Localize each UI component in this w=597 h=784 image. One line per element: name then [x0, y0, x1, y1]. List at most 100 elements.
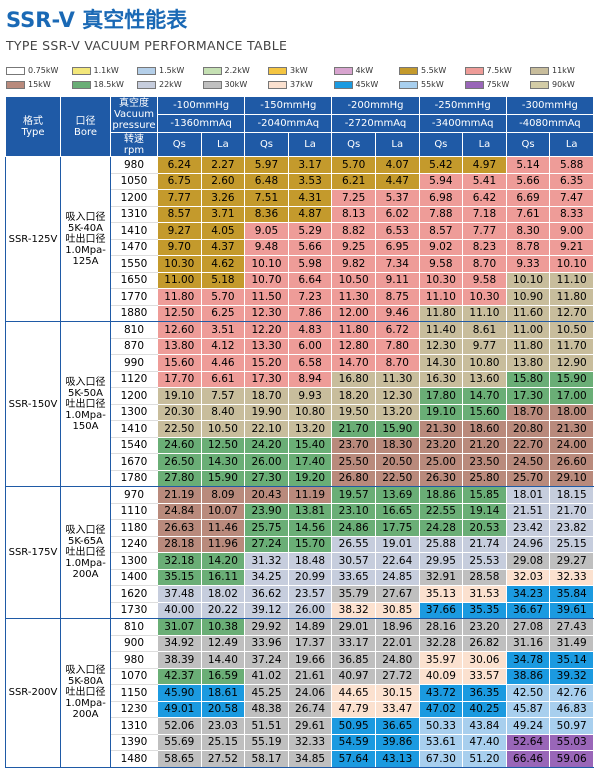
la-value: 31.53: [462, 585, 507, 603]
legend-item: 2.2kW: [202, 66, 250, 75]
rpm: 1310: [110, 205, 158, 223]
qs-value: 11.30: [331, 288, 376, 306]
qs-value: 24.96: [505, 535, 551, 553]
qs-value: 31.07: [157, 618, 202, 636]
rpm: 1540: [110, 436, 158, 454]
qs-value: 11.60: [505, 304, 551, 322]
la-value: 17.00: [549, 387, 594, 405]
la-value: 18.61: [200, 684, 246, 702]
la-value: 8.61: [462, 321, 507, 339]
table-body: SSR-125V 吸入口径 5K-40A 吐出口径 1.0Mpa- 125A 980 6.24…: [5, 156, 594, 768]
qs-value: 11.80: [505, 337, 551, 355]
la-value: 5.18: [200, 271, 246, 289]
la-value: 17.75: [374, 519, 420, 537]
la-value: 8.94: [287, 370, 333, 388]
la-header: La: [374, 132, 420, 157]
la-value: 9.77: [462, 337, 507, 355]
qs-value: 19.10: [157, 387, 202, 405]
qs-value: 19.50: [331, 403, 376, 421]
la-value: 36.35: [462, 684, 507, 702]
qs-value: 20.30: [157, 403, 202, 421]
la-value: 5.66: [287, 238, 333, 256]
la-value: 6.95: [374, 238, 420, 256]
mmhg-header: -150mmHg: [244, 96, 333, 115]
la-value: 7.57: [200, 387, 246, 405]
table-row: 1620 37.48 18.02 36.62 23.57 35.79 27.67 35.13 3…: [6, 585, 594, 603]
qs-value: 26.55: [331, 535, 376, 553]
legend-swatch: [202, 80, 222, 89]
qs-value: 9.05: [244, 222, 289, 240]
table-row: 1480 58.65 27.52 58.17 34.85 57.64 43.13 67.30 5…: [6, 750, 594, 768]
la-value: 11.46: [200, 519, 246, 537]
qs-value: 37.48: [157, 585, 202, 603]
table-row: 1310 52.06 23.03 51.51 29.61 50.95 36.65 50.33 4…: [6, 717, 594, 735]
qs-value: 27.24: [244, 535, 289, 553]
qs-value: 26.50: [157, 453, 202, 471]
bore: 吸入口径 5K-40A 吐出口径 1.0Mpa- 125A: [60, 156, 111, 322]
la-value: 18.30: [374, 436, 420, 454]
la-value: 40.25: [462, 700, 507, 718]
bore-cn: 口径: [75, 115, 96, 127]
qs-value: 40.97: [331, 667, 376, 685]
qs-value: 6.98: [418, 189, 464, 207]
legend-label: 55kW: [421, 80, 444, 89]
rpm: 1200: [110, 189, 158, 207]
rpm: 1200: [110, 387, 158, 405]
la-value: 21.30: [549, 420, 594, 438]
rpm: 810: [110, 618, 158, 636]
qs-value: 8.82: [331, 222, 376, 240]
qs-value: 9.58: [418, 255, 464, 273]
la-value: 27.52: [200, 750, 246, 768]
la-value: 7.47: [549, 189, 594, 207]
qs-value: 38.86: [505, 667, 551, 685]
qs-value: 8.57: [157, 205, 202, 223]
qs-value: 13.80: [157, 337, 202, 355]
la-value: 7.80: [374, 337, 420, 355]
la-value: 42.76: [549, 684, 594, 702]
la-value: 6.61: [200, 370, 246, 388]
la-value: 10.30: [462, 288, 507, 306]
qs-value: 10.70: [244, 271, 289, 289]
model-name: SSR-125V: [5, 156, 61, 322]
qs-value: 23.90: [244, 502, 289, 520]
la-value: 29.61: [287, 717, 333, 735]
legend-swatch: [530, 66, 549, 75]
legend-item: 75kW: [464, 80, 509, 89]
qs-value: 40.09: [418, 667, 464, 685]
legend-label: 2.2kW: [224, 66, 250, 75]
rpm-header: 转速 rpm: [110, 132, 158, 157]
la-value: 39.61: [549, 601, 594, 619]
la-value: 9.46: [374, 304, 420, 322]
qs-value: 24.60: [157, 436, 202, 454]
la-value: 18.02: [200, 585, 246, 603]
qs-value: 8.36: [244, 205, 289, 223]
qs-value: 16.30: [418, 370, 464, 388]
qs-value: 32.91: [418, 568, 464, 586]
la-value: 39.32: [549, 667, 594, 685]
qs-value: 5.14: [505, 156, 551, 174]
vacuum-header: 真空度 Vacuum pressure: [110, 96, 158, 133]
qs-value: 27.08: [505, 618, 551, 636]
model-name: SSR-150V: [5, 321, 61, 487]
qs-value: 42.50: [505, 684, 551, 702]
la-value: 15.90: [200, 469, 246, 487]
vacuum-cn: 真空度: [119, 98, 149, 109]
la-value: 8.33: [549, 205, 594, 223]
table-header: 格式 Type 口径 Bore 真空度 Vacuum pressure -100mmHg -…: [5, 96, 595, 157]
vacuum-en: Vacuum: [113, 109, 155, 120]
la-value: 18.60: [462, 420, 507, 438]
rpm: 1780: [110, 469, 158, 487]
la-value: 6.35: [549, 172, 594, 190]
qs-value: 10.10: [244, 255, 289, 273]
mmaq-header: -4080mmAq: [505, 114, 595, 133]
la-header: La: [287, 132, 333, 157]
subtitle: TYPE SSR-V VACUUM PERFORMANCE TABLE: [6, 38, 288, 53]
la-value: 27.67: [374, 585, 420, 603]
la-value: 25.15: [200, 733, 246, 751]
la-value: 6.64: [287, 271, 333, 289]
qs-value: 31.32: [244, 552, 289, 570]
bore-line: 吸入口径: [65, 525, 106, 536]
rpm: 1400: [110, 568, 158, 586]
la-value: 12.30: [374, 387, 420, 405]
bore-line: 1.0Mpa-: [65, 409, 106, 421]
